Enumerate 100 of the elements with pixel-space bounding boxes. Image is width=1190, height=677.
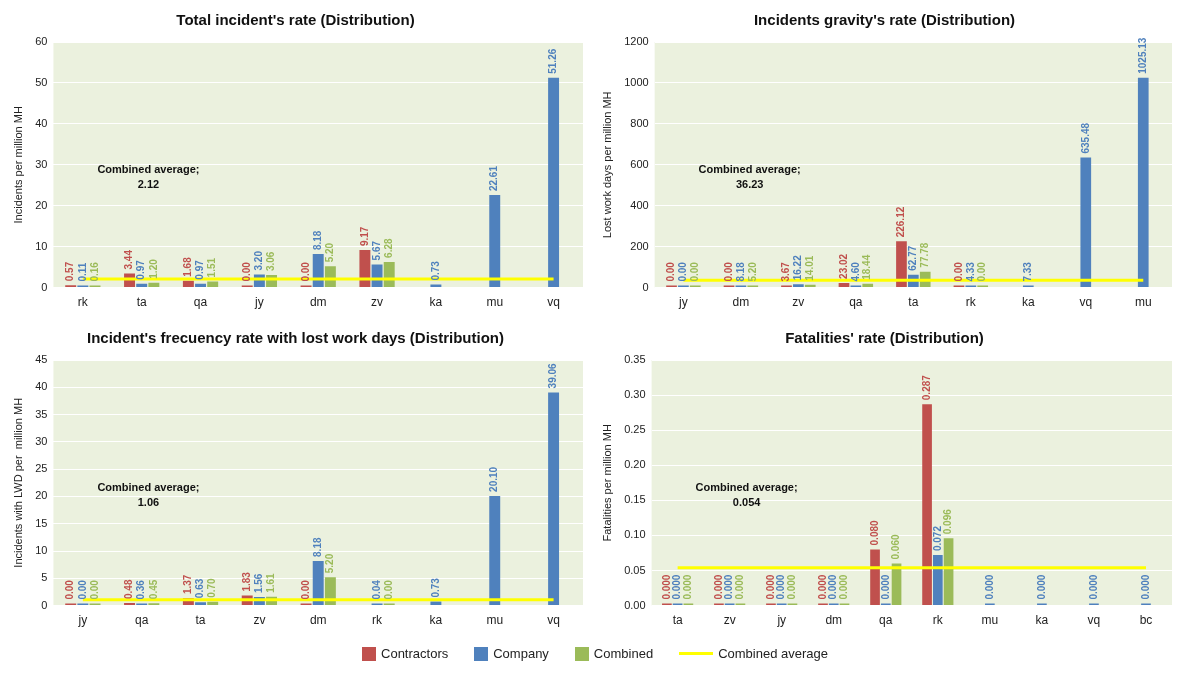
x-tick-label: ka	[1021, 295, 1035, 310]
data-label: 0.00	[88, 579, 100, 600]
bar	[124, 602, 136, 606]
data-label: 0.00	[64, 579, 76, 600]
y-tick-label: 5	[41, 571, 48, 584]
data-label: 0.000	[764, 574, 776, 600]
y-tick-label: 10	[35, 544, 48, 557]
y-tick-label: 20	[35, 198, 48, 211]
data-label: 1.56	[253, 573, 265, 594]
y-axis-title: Incidents per million MH	[11, 106, 24, 224]
data-label: 18.44	[861, 254, 873, 280]
y-tick-label: 40	[35, 380, 48, 393]
data-label: 0.000	[838, 574, 850, 600]
y-tick-label: 0.35	[624, 353, 646, 366]
data-label: 8.18	[734, 261, 746, 282]
data-label: 1.51	[206, 257, 218, 278]
bar	[312, 560, 324, 606]
data-label: 20.10	[488, 466, 500, 492]
y-tick-label: 20	[35, 489, 48, 502]
bar	[312, 254, 324, 288]
y-tick-label: 0.10	[624, 528, 646, 541]
data-label: 5.20	[324, 242, 336, 263]
x-tick-label: jy	[254, 295, 264, 310]
data-label: 3.06	[265, 251, 277, 272]
y-tick-label: 0.30	[624, 388, 646, 401]
data-label: 0.00	[952, 261, 964, 282]
y-tick-label: 60	[35, 35, 48, 48]
bar	[1080, 157, 1092, 288]
y-tick-label: 400	[630, 198, 649, 211]
data-label: 1.61	[265, 572, 277, 593]
x-tick-label: rk	[932, 613, 944, 628]
y-axis-title: Lost work days per million MH	[600, 91, 613, 239]
x-tick-label: ka	[1035, 613, 1049, 628]
data-label: 22.61	[488, 165, 500, 192]
y-tick-label: 15	[35, 516, 48, 529]
data-label: 0.00	[665, 261, 677, 282]
x-tick-label: vq	[1079, 295, 1093, 310]
data-label: 0.000	[786, 574, 798, 600]
bar	[1137, 77, 1149, 288]
x-tick-label: dm	[732, 295, 750, 310]
x-tick-label: rk	[965, 295, 977, 310]
data-label: 0.73	[429, 260, 441, 281]
data-label: 0.000	[660, 574, 672, 600]
y-tick-label: 45	[35, 353, 48, 366]
x-tick-label: ka	[429, 613, 443, 628]
x-tick-label: mu	[1134, 295, 1152, 310]
legend-label: Company	[493, 646, 549, 661]
data-label: 0.00	[722, 261, 734, 282]
data-label: 0.000	[879, 574, 891, 600]
y-tick-label: 30	[35, 434, 48, 447]
data-label: 0.00	[677, 261, 689, 282]
data-label: 0.70	[206, 577, 218, 598]
data-label: 0.00	[240, 261, 252, 282]
data-label: 62.77	[907, 245, 919, 271]
bar	[896, 241, 907, 288]
data-label: 5.20	[746, 261, 758, 282]
bar	[195, 602, 207, 606]
y-tick-label: 0	[41, 598, 48, 611]
data-label: 1.37	[182, 574, 194, 595]
data-label: 14.01	[804, 255, 815, 281]
data-label: 0.000	[712, 574, 724, 600]
data-label: 4.33	[964, 261, 976, 282]
x-tick-label: bc	[1139, 613, 1153, 628]
annotation: Combined average; 2.12	[97, 162, 200, 190]
data-label: 1.83	[240, 571, 252, 592]
bar	[793, 284, 804, 288]
y-tick-label: 800	[630, 116, 649, 129]
x-tick-label: rk	[77, 295, 89, 310]
y-axis-title: Incidents with LWD per million MH	[11, 397, 24, 568]
x-tick-label: jy	[776, 613, 787, 628]
data-label: 0.97	[135, 259, 147, 280]
bar	[548, 392, 560, 606]
data-label: 0.11	[76, 262, 88, 282]
data-label: 0.00	[76, 579, 88, 600]
annotation: Combined average; 1.06	[97, 480, 200, 508]
y-tick-label: 50	[35, 75, 48, 88]
data-label: 6.28	[382, 237, 394, 258]
y-tick-label: 600	[630, 157, 649, 170]
data-label: 0.060	[890, 534, 902, 560]
data-label: 0.000	[1087, 574, 1099, 600]
x-tick-label: qa	[849, 295, 863, 310]
bar	[207, 281, 219, 288]
x-tick-label: jy	[678, 295, 688, 310]
y-tick-label: 0.15	[624, 493, 646, 506]
x-tick-label: dm	[309, 613, 327, 628]
legend-label: Contractors	[381, 646, 449, 661]
y-tick-label: 1000	[624, 75, 649, 88]
data-label: 0.000	[983, 574, 995, 600]
data-label: 0.00	[976, 261, 988, 282]
data-label: 39.06	[547, 362, 559, 389]
data-label: 0.73	[429, 577, 441, 598]
y-tick-label: 1200	[624, 35, 649, 48]
x-tick-label: qa	[879, 613, 893, 628]
bar	[359, 250, 371, 288]
x-tick-label: ta	[672, 613, 683, 628]
data-label: 0.63	[194, 578, 206, 599]
data-label: 1025.13	[1137, 37, 1149, 74]
y-tick-label: 0.00	[624, 598, 646, 611]
y-axis-title: Fatalities per million MH	[600, 424, 613, 542]
data-label: 0.000	[682, 574, 694, 600]
